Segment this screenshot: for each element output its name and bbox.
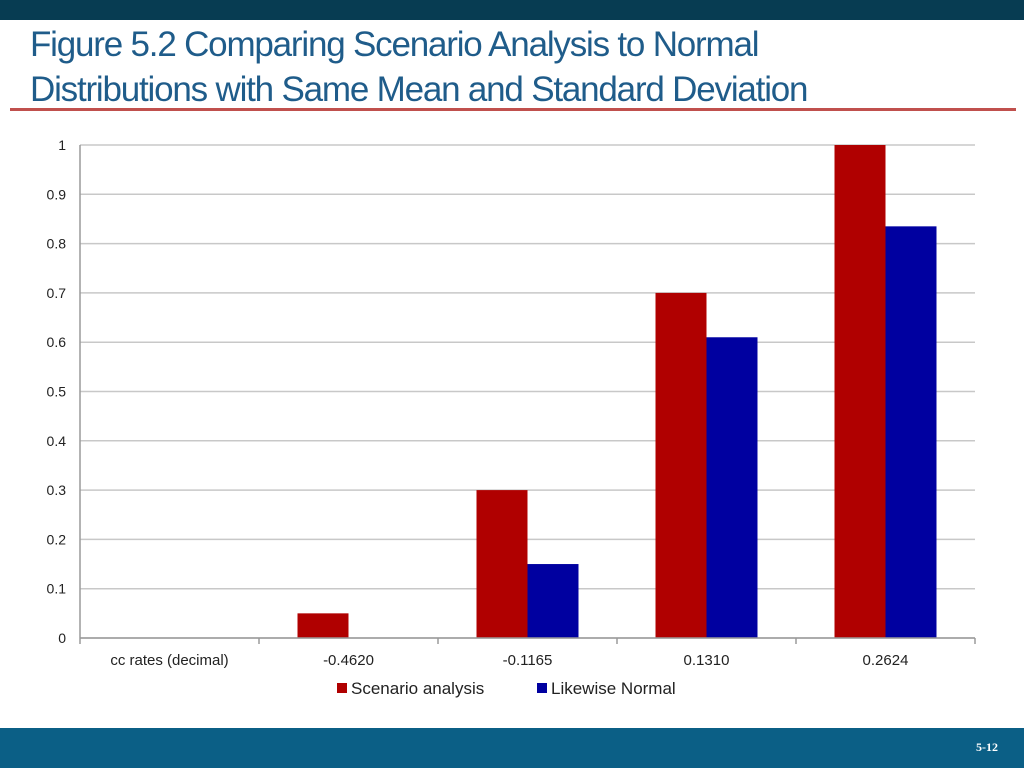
x-category-label: -0.1165 xyxy=(503,652,553,669)
legend-swatch-scenario xyxy=(337,683,347,693)
bottom-banner: 5-12 xyxy=(0,728,1024,768)
legend-label: Likewise Normal xyxy=(551,679,676,698)
legend-swatch-normal xyxy=(537,683,547,693)
y-tick-label: 1 xyxy=(58,137,66,153)
bar-scenario xyxy=(655,292,707,638)
y-tick-label: 0.6 xyxy=(47,334,67,350)
bar-chart: 0 0.1 0.2 0.3 0.4 0.5 0.6 0.7 0.8 0.9 1 cc rates (… xyxy=(47,137,976,698)
y-tick-label: 0.8 xyxy=(47,236,67,252)
legend-label: Scenario analysis xyxy=(351,679,484,698)
bar-scenario xyxy=(476,490,528,638)
bar-normal xyxy=(706,337,758,638)
x-category-label: 0.2624 xyxy=(863,652,909,669)
bar-scenario xyxy=(834,145,886,638)
bar-normal xyxy=(885,226,937,638)
title-line-2: Distributions with Same Mean and Standar… xyxy=(30,70,808,109)
top-banner xyxy=(0,0,1024,20)
y-tick-label: 0.1 xyxy=(47,581,67,597)
bar-normal xyxy=(527,564,579,638)
y-tick-label: 0.9 xyxy=(47,186,67,202)
title-line-1: Figure 5.2 Comparing Scenario Analysis t… xyxy=(30,25,760,64)
x-category-label: -0.4620 xyxy=(323,652,374,669)
legend: Scenario analysis Likewise Normal xyxy=(337,679,676,698)
y-tick-label: 0 xyxy=(58,630,66,646)
y-tick-label: 0.3 xyxy=(47,482,67,498)
bar-scenario xyxy=(297,613,349,638)
title-underline xyxy=(10,108,1016,111)
y-tick-label: 0.5 xyxy=(47,384,67,400)
slide-title: Figure 5.2 Comparing Scenario Analysis t… xyxy=(30,22,990,112)
x-category-label: 0.1310 xyxy=(684,652,730,669)
y-tick-label: 0.4 xyxy=(47,433,67,449)
bars xyxy=(297,145,937,638)
y-axis-ticks: 0 0.1 0.2 0.3 0.4 0.5 0.6 0.7 0.8 0.9 1 xyxy=(47,137,67,646)
y-tick-label: 0.7 xyxy=(47,285,67,301)
y-tick-label: 0.2 xyxy=(47,531,67,547)
gridlines xyxy=(80,144,975,639)
axes xyxy=(79,145,976,644)
x-category-label: cc rates (decimal) xyxy=(110,652,228,669)
x-axis-categories: cc rates (decimal) -0.4620 -0.1165 0.1310 0.… xyxy=(110,652,908,669)
page-number: 5-12 xyxy=(976,740,998,754)
